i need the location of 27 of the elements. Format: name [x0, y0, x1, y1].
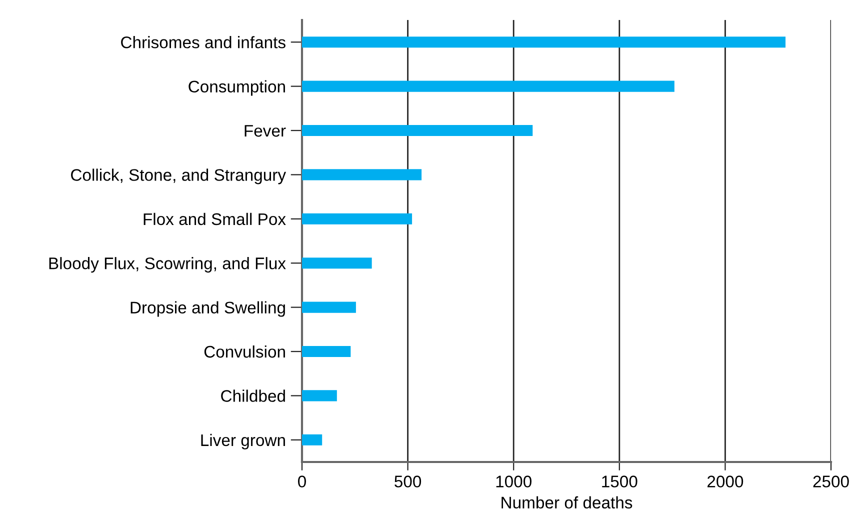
x-tick-label: 500 — [394, 476, 422, 488]
x-axis-title: Number of deaths — [502, 496, 632, 509]
bar — [302, 434, 322, 446]
bar — [302, 346, 351, 358]
y-tick-label: Fever — [244, 125, 286, 137]
y-tick-label: Consumption — [188, 80, 285, 96]
x-tick-label: 2000 — [708, 476, 744, 488]
x-tick-label: 1000 — [496, 476, 532, 488]
bar — [302, 390, 337, 402]
bar — [302, 213, 412, 224]
y-tick-label: Dropsie and Swelling — [130, 301, 285, 317]
y-tick-label: Collick, Stone, and Strangury — [71, 168, 286, 184]
y-tick-label: Liver grown — [201, 434, 285, 450]
y-tick-label: Flox and Small Pox — [144, 212, 286, 226]
y-tick-label: Chrisomes and infants — [121, 36, 286, 48]
bar — [302, 302, 356, 313]
bar — [302, 169, 422, 180]
x-tick-label: 1500 — [602, 476, 638, 488]
y-tick-label: Bloody Flux, Scowring, and Flux — [49, 257, 286, 273]
bar — [302, 124, 533, 136]
y-tick-label: Convulsion — [204, 345, 285, 358]
x-tick-label: 0 — [298, 476, 306, 488]
bar — [302, 80, 674, 92]
y-tick-label: Childbed — [221, 390, 285, 402]
bar — [302, 36, 786, 48]
bar — [302, 258, 372, 269]
x-tick-label: 2500 — [813, 476, 849, 488]
